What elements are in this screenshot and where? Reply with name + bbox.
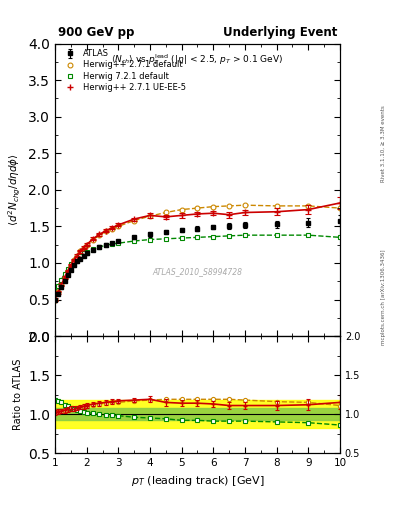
Bar (55, 400, 340, 428)
Herwig 7.2.1 default (306, 232, 310, 238)
Line: Herwig++ 2.7.1 default: Herwig++ 2.7.1 default (53, 203, 342, 302)
Y-axis label: Ratio to ATLAS: Ratio to ATLAS (13, 359, 23, 430)
Herwig++ 2.7.1 default (179, 206, 184, 212)
Herwig++ 2.7.1 UE-EE-5 (81, 245, 86, 251)
Herwig++ 2.7.1 default (78, 248, 83, 254)
Herwig++ 2.7.1 UE-EE-5 (338, 200, 342, 206)
Herwig++ 2.7.1 UE-EE-5 (274, 209, 279, 215)
Herwig 7.2.1 default (274, 232, 279, 238)
Herwig 7.2.1 default (242, 232, 247, 238)
Herwig++ 2.7.1 UE-EE-5 (72, 257, 76, 263)
Bar (55, 408, 340, 420)
Text: Rivet 3.1.10, ≥ 3.3M events: Rivet 3.1.10, ≥ 3.3M events (381, 105, 386, 182)
Herwig++ 2.7.1 UE-EE-5 (110, 225, 114, 231)
Herwig 7.2.1 default (103, 242, 108, 248)
Herwig++ 2.7.1 UE-EE-5 (56, 289, 61, 295)
Herwig++ 2.7.1 UE-EE-5 (227, 211, 231, 218)
Herwig 7.2.1 default (227, 233, 231, 239)
Herwig++ 2.7.1 default (110, 225, 114, 231)
Herwig 7.2.1 default (75, 255, 79, 261)
Herwig++ 2.7.1 UE-EE-5 (103, 228, 108, 234)
Herwig++ 2.7.1 UE-EE-5 (75, 252, 79, 259)
Herwig++ 2.7.1 UE-EE-5 (84, 242, 89, 248)
Herwig++ 2.7.1 UE-EE-5 (163, 214, 168, 220)
Herwig 7.2.1 default (110, 241, 114, 247)
Legend: ATLAS, Herwig++ 2.7.1 default, Herwig 7.2.1 default, Herwig++ 2.7.1 UE-EE-5: ATLAS, Herwig++ 2.7.1 default, Herwig 7.… (59, 48, 187, 93)
Herwig++ 2.7.1 default (75, 252, 79, 259)
Herwig 7.2.1 default (56, 283, 61, 289)
Herwig++ 2.7.1 default (148, 213, 152, 219)
Herwig 7.2.1 default (53, 291, 57, 297)
Herwig 7.2.1 default (72, 258, 76, 264)
Herwig++ 2.7.1 default (274, 203, 279, 209)
Herwig 7.2.1 default (59, 276, 64, 283)
Herwig 7.2.1 default (195, 234, 200, 241)
Herwig++ 2.7.1 default (103, 228, 108, 234)
Herwig++ 2.7.1 default (242, 202, 247, 208)
Herwig++ 2.7.1 UE-EE-5 (91, 236, 95, 242)
Herwig++ 2.7.1 UE-EE-5 (78, 248, 83, 254)
Herwig++ 2.7.1 default (91, 237, 95, 243)
Herwig++ 2.7.1 default (84, 242, 89, 248)
Herwig++ 2.7.1 UE-EE-5 (306, 206, 310, 212)
Herwig 7.2.1 default (179, 235, 184, 241)
Herwig++ 2.7.1 default (227, 203, 231, 209)
Herwig++ 2.7.1 default (211, 204, 216, 210)
Herwig++ 2.7.1 default (68, 262, 73, 268)
Y-axis label: $\langle d^2 N_{chg}/d\eta d\phi \rangle$: $\langle d^2 N_{chg}/d\eta d\phi \rangle… (6, 154, 23, 226)
X-axis label: $p_T$ (leading track) [GeV]: $p_T$ (leading track) [GeV] (130, 474, 264, 487)
Herwig++ 2.7.1 default (338, 205, 342, 211)
Herwig++ 2.7.1 UE-EE-5 (65, 268, 70, 274)
Herwig++ 2.7.1 default (81, 245, 86, 251)
Herwig++ 2.7.1 UE-EE-5 (97, 231, 102, 238)
Herwig++ 2.7.1 default (72, 257, 76, 263)
Herwig 7.2.1 default (65, 266, 70, 272)
Herwig++ 2.7.1 default (97, 232, 102, 238)
Herwig 7.2.1 default (68, 261, 73, 267)
Text: $\langle N_{ch}\rangle$ vs $p_T^{\rm lead}$ ($|\eta|$ < 2.5, $p_T$ > 0.1 GeV): $\langle N_{ch}\rangle$ vs $p_T^{\rm lea… (111, 52, 284, 67)
Herwig++ 2.7.1 default (53, 296, 57, 303)
Herwig 7.2.1 default (163, 236, 168, 242)
Herwig 7.2.1 default (84, 249, 89, 255)
Herwig++ 2.7.1 default (65, 268, 70, 274)
Herwig 7.2.1 default (81, 250, 86, 257)
Herwig++ 2.7.1 UE-EE-5 (62, 274, 67, 281)
Text: mcplots.cern.ch [arXiv:1306.3436]: mcplots.cern.ch [arXiv:1306.3436] (381, 249, 386, 345)
Herwig++ 2.7.1 UE-EE-5 (211, 210, 216, 216)
Herwig++ 2.7.1 default (163, 209, 168, 216)
Herwig 7.2.1 default (116, 240, 121, 246)
Herwig++ 2.7.1 UE-EE-5 (179, 212, 184, 219)
Herwig++ 2.7.1 UE-EE-5 (116, 222, 121, 228)
Herwig++ 2.7.1 UE-EE-5 (53, 296, 57, 303)
Herwig 7.2.1 default (78, 252, 83, 259)
Herwig 7.2.1 default (62, 271, 67, 277)
Herwig++ 2.7.1 UE-EE-5 (242, 209, 247, 216)
Herwig 7.2.1 default (91, 246, 95, 252)
Text: 900 GeV pp: 900 GeV pp (58, 26, 134, 39)
Herwig++ 2.7.1 UE-EE-5 (59, 282, 64, 288)
Herwig 7.2.1 default (97, 244, 102, 250)
Herwig 7.2.1 default (338, 234, 342, 241)
Line: Herwig++ 2.7.1 UE-EE-5: Herwig++ 2.7.1 UE-EE-5 (52, 200, 343, 302)
Herwig 7.2.1 default (148, 237, 152, 243)
Herwig 7.2.1 default (132, 238, 136, 244)
Line: Herwig 7.2.1 default: Herwig 7.2.1 default (53, 233, 342, 296)
Text: Underlying Event: Underlying Event (223, 26, 337, 39)
Herwig++ 2.7.1 default (306, 203, 310, 209)
Herwig++ 2.7.1 UE-EE-5 (195, 211, 200, 217)
Herwig++ 2.7.1 default (195, 205, 200, 211)
Herwig++ 2.7.1 UE-EE-5 (68, 262, 73, 268)
Herwig++ 2.7.1 default (59, 282, 64, 288)
Herwig++ 2.7.1 default (56, 289, 61, 295)
Text: ATLAS_2010_S8994728: ATLAS_2010_S8994728 (152, 267, 242, 276)
Herwig++ 2.7.1 UE-EE-5 (148, 212, 152, 219)
Herwig++ 2.7.1 default (116, 223, 121, 229)
Herwig++ 2.7.1 default (62, 274, 67, 281)
Herwig++ 2.7.1 default (132, 218, 136, 224)
Herwig 7.2.1 default (211, 233, 216, 240)
Herwig++ 2.7.1 UE-EE-5 (132, 216, 136, 222)
